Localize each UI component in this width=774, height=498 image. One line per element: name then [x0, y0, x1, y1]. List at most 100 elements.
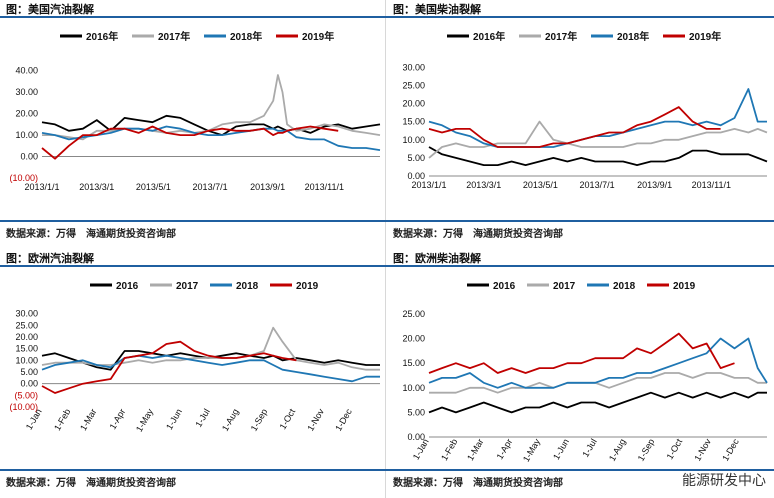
y-tick-label: 15.00: [15, 344, 38, 354]
legend-label: 2019: [673, 281, 696, 292]
x-tick-label: 1-Apr: [495, 437, 515, 461]
y-tick-label: (10.00): [9, 173, 38, 183]
x-tick-label: 1-Aug: [220, 407, 241, 433]
y-tick-label: 20.00: [15, 332, 38, 342]
x-tick-label: 1-Nov: [692, 437, 713, 463]
chart-title: 图：美国汽油裂解: [6, 3, 94, 16]
y-tick-label: 5.00: [20, 367, 38, 377]
legend-label: 2019年: [689, 30, 721, 43]
x-tick-label: 1-Dec: [333, 407, 354, 433]
x-tick-label: 1-Nov: [305, 407, 326, 433]
x-tick-label: 2013/11/1: [305, 182, 344, 192]
series-line: [428, 120, 768, 159]
series-line: [41, 125, 339, 160]
y-tick-label: 40.00: [15, 66, 38, 76]
source-rule: [0, 469, 387, 471]
y-tick-label: 20.00: [402, 334, 425, 344]
legend-label: 2018年: [617, 30, 649, 43]
x-tick-label: 1-Jun: [164, 407, 184, 431]
y-tick-label: 30.00: [402, 62, 425, 72]
y-tick-label: 25.00: [402, 80, 425, 90]
x-tick-label: 2013/7/1: [580, 180, 615, 190]
y-tick-label: 25.00: [15, 320, 38, 330]
panel-divider: [385, 0, 386, 498]
series-line: [41, 350, 380, 371]
x-tick-label: 1-Feb: [52, 407, 72, 432]
us-gasoline-crack-panel: 图：美国汽油裂解 2016年 2017年 2018年 2019年 (10.00) 0.00…: [0, 0, 387, 249]
x-tick-label: 2013/7/1: [193, 182, 228, 192]
y-tick-label: 15.00: [402, 117, 425, 127]
x-tick-label: 1-Feb: [439, 437, 459, 462]
legend-label: 2017年: [545, 30, 577, 43]
legend-label: 2017: [176, 281, 199, 292]
y-tick-label: 0.00: [20, 379, 38, 389]
source-rule: [387, 469, 774, 471]
us-diesel-chart: 2016年 2017年 2018年 2019年 0.00 5.00 10.00 15.00 20…: [402, 30, 768, 190]
x-tick-label: 2013/5/1: [136, 182, 171, 192]
x-tick-label: 1-May: [521, 437, 542, 464]
legend-label: 2019: [296, 281, 319, 292]
y-tick-label: (5.00): [14, 390, 38, 400]
x-tick-label: 1-Sep: [249, 407, 270, 433]
series-line: [41, 340, 297, 394]
chart-legend: 2016 2017 2018 2019: [90, 281, 319, 292]
x-tick-label: 2013/3/1: [466, 180, 501, 190]
y-tick-label: (10.00): [9, 402, 38, 412]
x-tick-label: 2013/9/1: [250, 182, 285, 192]
x-tick-label: 1-Sep: [636, 437, 657, 463]
data-source: 数据来源：万得 海通期货投资咨询部: [6, 229, 176, 240]
y-tick-label: 30.00: [15, 87, 38, 97]
y-tick-label: 5.00: [407, 153, 425, 163]
data-source: 数据来源：万得 海通期货投资咨询部: [393, 478, 563, 489]
us-diesel-crack-panel: 图：美国柴油裂解 2016年 2017年 2018年 2019年 0.00 5.00 10.…: [387, 0, 774, 249]
y-tick-label: 5.00: [407, 407, 425, 417]
chart-title: 图：美国柴油裂解: [393, 3, 481, 16]
data-source: 数据来源：万得 海通期货投资咨询部: [6, 478, 176, 489]
series-line: [42, 74, 381, 141]
x-tick-label: 1-Jun: [551, 437, 571, 461]
x-tick-label: 2013/11/1: [692, 180, 731, 190]
legend-label: 2017年: [158, 30, 190, 43]
x-tick-label: 1-Oct: [665, 437, 685, 461]
y-tick-label: 20.00: [15, 109, 38, 119]
chart-title: 图：欧洲柴油裂解: [393, 252, 481, 265]
legend-label: 2016: [116, 281, 139, 292]
y-tick-label: 10.00: [15, 355, 38, 365]
y-tick-label: 30.00: [15, 309, 38, 319]
x-tick-label: 2013/5/1: [523, 180, 558, 190]
x-tick-label: 1-Apr: [108, 407, 128, 431]
title-rule: [0, 16, 387, 18]
watermark-text: 能源研发中心: [682, 473, 766, 489]
source-rule: [0, 220, 387, 222]
title-rule: [387, 265, 774, 267]
series-line: [428, 337, 768, 389]
source-rule: [387, 220, 774, 222]
series-line: [41, 354, 380, 383]
x-tick-label: 1-Jul: [580, 437, 598, 459]
y-tick-label: 10.00: [15, 130, 38, 140]
eu-gasoline-crack-panel: 图：欧洲汽油裂解 2016 2017 2018 2019 (10.00) (5.00) 0.…: [0, 249, 387, 498]
series-line: [428, 106, 721, 148]
legend-label: 2017: [553, 281, 576, 292]
x-tick-label: 1-May: [134, 407, 155, 434]
x-tick-label: 1-Aug: [607, 437, 628, 463]
series-line: [428, 332, 735, 374]
title-rule: [387, 16, 774, 18]
y-tick-label: 0.00: [20, 152, 38, 162]
x-tick-label: 2013/1/1: [411, 180, 446, 190]
legend-label: 2016年: [473, 30, 505, 43]
series-line: [428, 391, 767, 414]
eu-gasoline-chart: 2016 2017 2018 2019 (10.00) (5.00)0.00 5.00 10.…: [9, 281, 380, 434]
x-tick-label: 1-Oct: [278, 407, 298, 431]
data-source: 数据来源：万得 海通期货投资咨询部: [393, 229, 563, 240]
legend-label: 2018: [613, 281, 636, 292]
x-tick-label: 2013/9/1: [637, 180, 672, 190]
chart-legend: 2016年 2017年 2018年 2019年: [447, 30, 721, 43]
x-tick-label: 1-Mar: [465, 437, 485, 462]
y-tick-label: 10.00: [402, 383, 425, 393]
chart-title: 图：欧洲汽油裂解: [6, 252, 94, 265]
x-tick-label: 2013/1/1: [24, 182, 59, 192]
eu-diesel-crack-panel: 图：欧洲柴油裂解 2016 2017 2018 2019 0.00 5.00 10.00 15…: [387, 249, 774, 498]
x-tick-label: 1-Mar: [78, 407, 98, 432]
eu-diesel-chart: 2016 2017 2018 2019 0.00 5.00 10.00 15.00 20.00 2…: [402, 281, 768, 464]
